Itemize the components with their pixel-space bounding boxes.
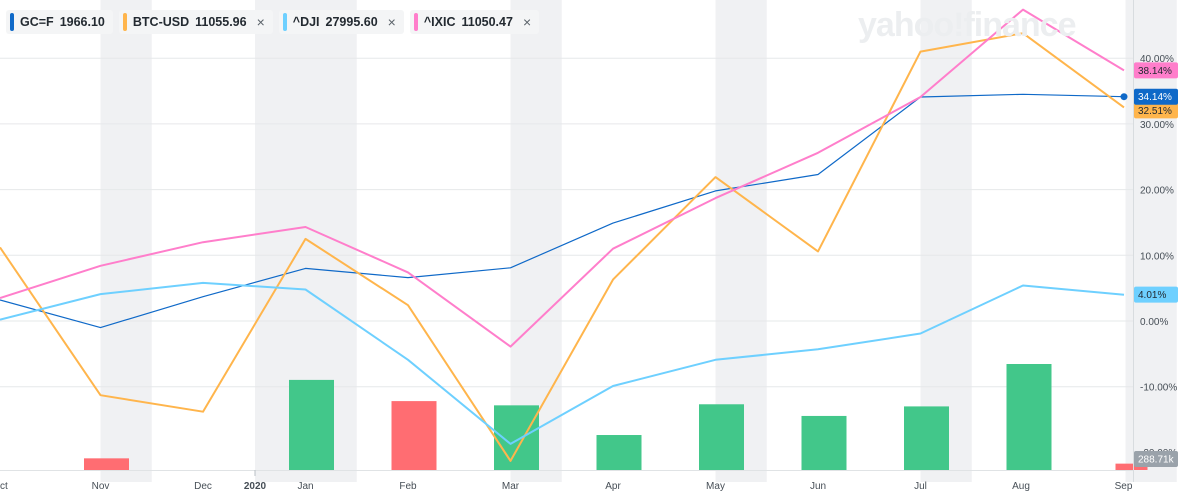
close-icon[interactable]: × xyxy=(387,14,396,30)
value-tag: 34.14% xyxy=(1134,88,1178,105)
value-tag-label: 34.14% xyxy=(1138,92,1172,103)
close-icon[interactable]: × xyxy=(522,14,532,30)
band xyxy=(715,0,767,482)
value-tag-label: 38.14% xyxy=(1138,66,1172,77)
volume-bar xyxy=(904,406,949,470)
legend-symbol: BTC-USD xyxy=(132,15,190,29)
band xyxy=(100,0,152,482)
x-tick-label: Apr xyxy=(605,481,621,492)
volume-bar xyxy=(391,401,437,470)
x-tick-label: Jan xyxy=(297,481,313,492)
legend-chip-gcf[interactable]: GC=F 1966.10 xyxy=(6,10,113,34)
x-tick-label: Mar xyxy=(502,481,520,492)
volume-bar xyxy=(494,405,539,470)
x-tick-label: May xyxy=(706,481,725,492)
series-line-btcusd xyxy=(0,32,1125,462)
legend-swatch xyxy=(10,13,14,31)
y-tick-label: 20.00% xyxy=(1140,186,1174,197)
series-line-dji xyxy=(0,281,1125,445)
value-tag-bg xyxy=(1134,88,1178,105)
volume-bar xyxy=(289,379,334,470)
legend-value: 11055.96 xyxy=(195,15,247,29)
value-tag-bg xyxy=(1134,102,1178,119)
value-tag-label: 32.51% xyxy=(1138,106,1172,117)
legend-symbol: GC=F xyxy=(20,15,54,29)
yahoo-finance-watermark: yahoo!finance xyxy=(858,6,1076,44)
x-tick-label: Jun xyxy=(810,481,826,492)
legend-swatch xyxy=(122,13,127,31)
legend: GC=F 1966.10 BTC-USD 11055.96 × ^DJI 27995.60 ×… xyxy=(6,10,540,34)
legend-value: 1966.10 xyxy=(59,15,105,29)
y-tick-label: 0.00% xyxy=(1140,317,1168,328)
close-icon[interactable]: × xyxy=(256,14,265,30)
value-tag-label: 288.71k xyxy=(1138,455,1175,466)
value-tag: 32.51% xyxy=(1134,102,1178,119)
value-tag-label: 4.01% xyxy=(1138,290,1166,301)
volume-bar xyxy=(596,435,642,470)
x-tick-label: Jul xyxy=(914,481,927,492)
legend-symbol: ^DJI xyxy=(292,15,320,29)
value-tag: 38.14% xyxy=(1134,62,1178,79)
background-bands xyxy=(100,0,1177,482)
y-tick-label: 30.00% xyxy=(1140,120,1174,131)
legend-chip-ixic[interactable]: ^IXIC 11050.47 × xyxy=(409,10,540,34)
x-tick-label: Dec xyxy=(194,481,212,492)
legend-value: 11050.47 xyxy=(461,15,513,29)
x-tick-label: Nov xyxy=(92,481,110,492)
volume-bar xyxy=(699,404,744,470)
band xyxy=(510,0,562,482)
value-tag-bg xyxy=(1134,286,1178,303)
end-value-tags: 32.51% 38.14% 34.14% 4.01% 288.71k xyxy=(1134,62,1178,467)
y-tick-label: 40.00% xyxy=(1140,54,1174,65)
series-line-gcf xyxy=(0,93,1125,329)
value-tag: 4.01% xyxy=(1134,286,1178,303)
x-tick-label: ct xyxy=(0,481,8,492)
legend-value: 27995.60 xyxy=(325,15,378,29)
series-line-ixic xyxy=(0,8,1125,348)
volume-bar xyxy=(1006,364,1052,470)
volume-bar xyxy=(801,415,847,470)
y-tick-label: 10.00% xyxy=(1140,251,1174,262)
band xyxy=(1125,0,1177,482)
x-tick-label: 2020 xyxy=(244,481,267,492)
legend-swatch xyxy=(282,13,287,31)
legend-symbol: ^IXIC xyxy=(423,15,456,29)
gridlines xyxy=(0,57,1133,388)
series-end-marker xyxy=(1120,93,1128,101)
x-tick-label: Sep xyxy=(1115,481,1133,492)
volume-bars xyxy=(84,364,1148,470)
value-tag-bg xyxy=(1134,62,1178,79)
legend-chip-dji[interactable]: ^DJI 27995.60 × xyxy=(278,10,404,34)
value-tag-bg xyxy=(1134,451,1178,467)
y-tick-label: -10.00% xyxy=(1140,383,1177,394)
x-tick-label: Feb xyxy=(399,481,417,492)
volume-bar xyxy=(1115,463,1148,470)
volume-bar xyxy=(84,458,129,470)
x-axis-labels: ct Nov Dec 2020 Jan Feb Mar Apr May Jun Jul Aug Sep xyxy=(0,481,1133,492)
legend-swatch xyxy=(413,13,418,31)
x-tick-label: Aug xyxy=(1012,481,1030,492)
legend-chip-btcusd[interactable]: BTC-USD 11055.96 × xyxy=(118,10,273,34)
band xyxy=(920,0,972,482)
value-tag: 288.71k xyxy=(1134,451,1178,467)
